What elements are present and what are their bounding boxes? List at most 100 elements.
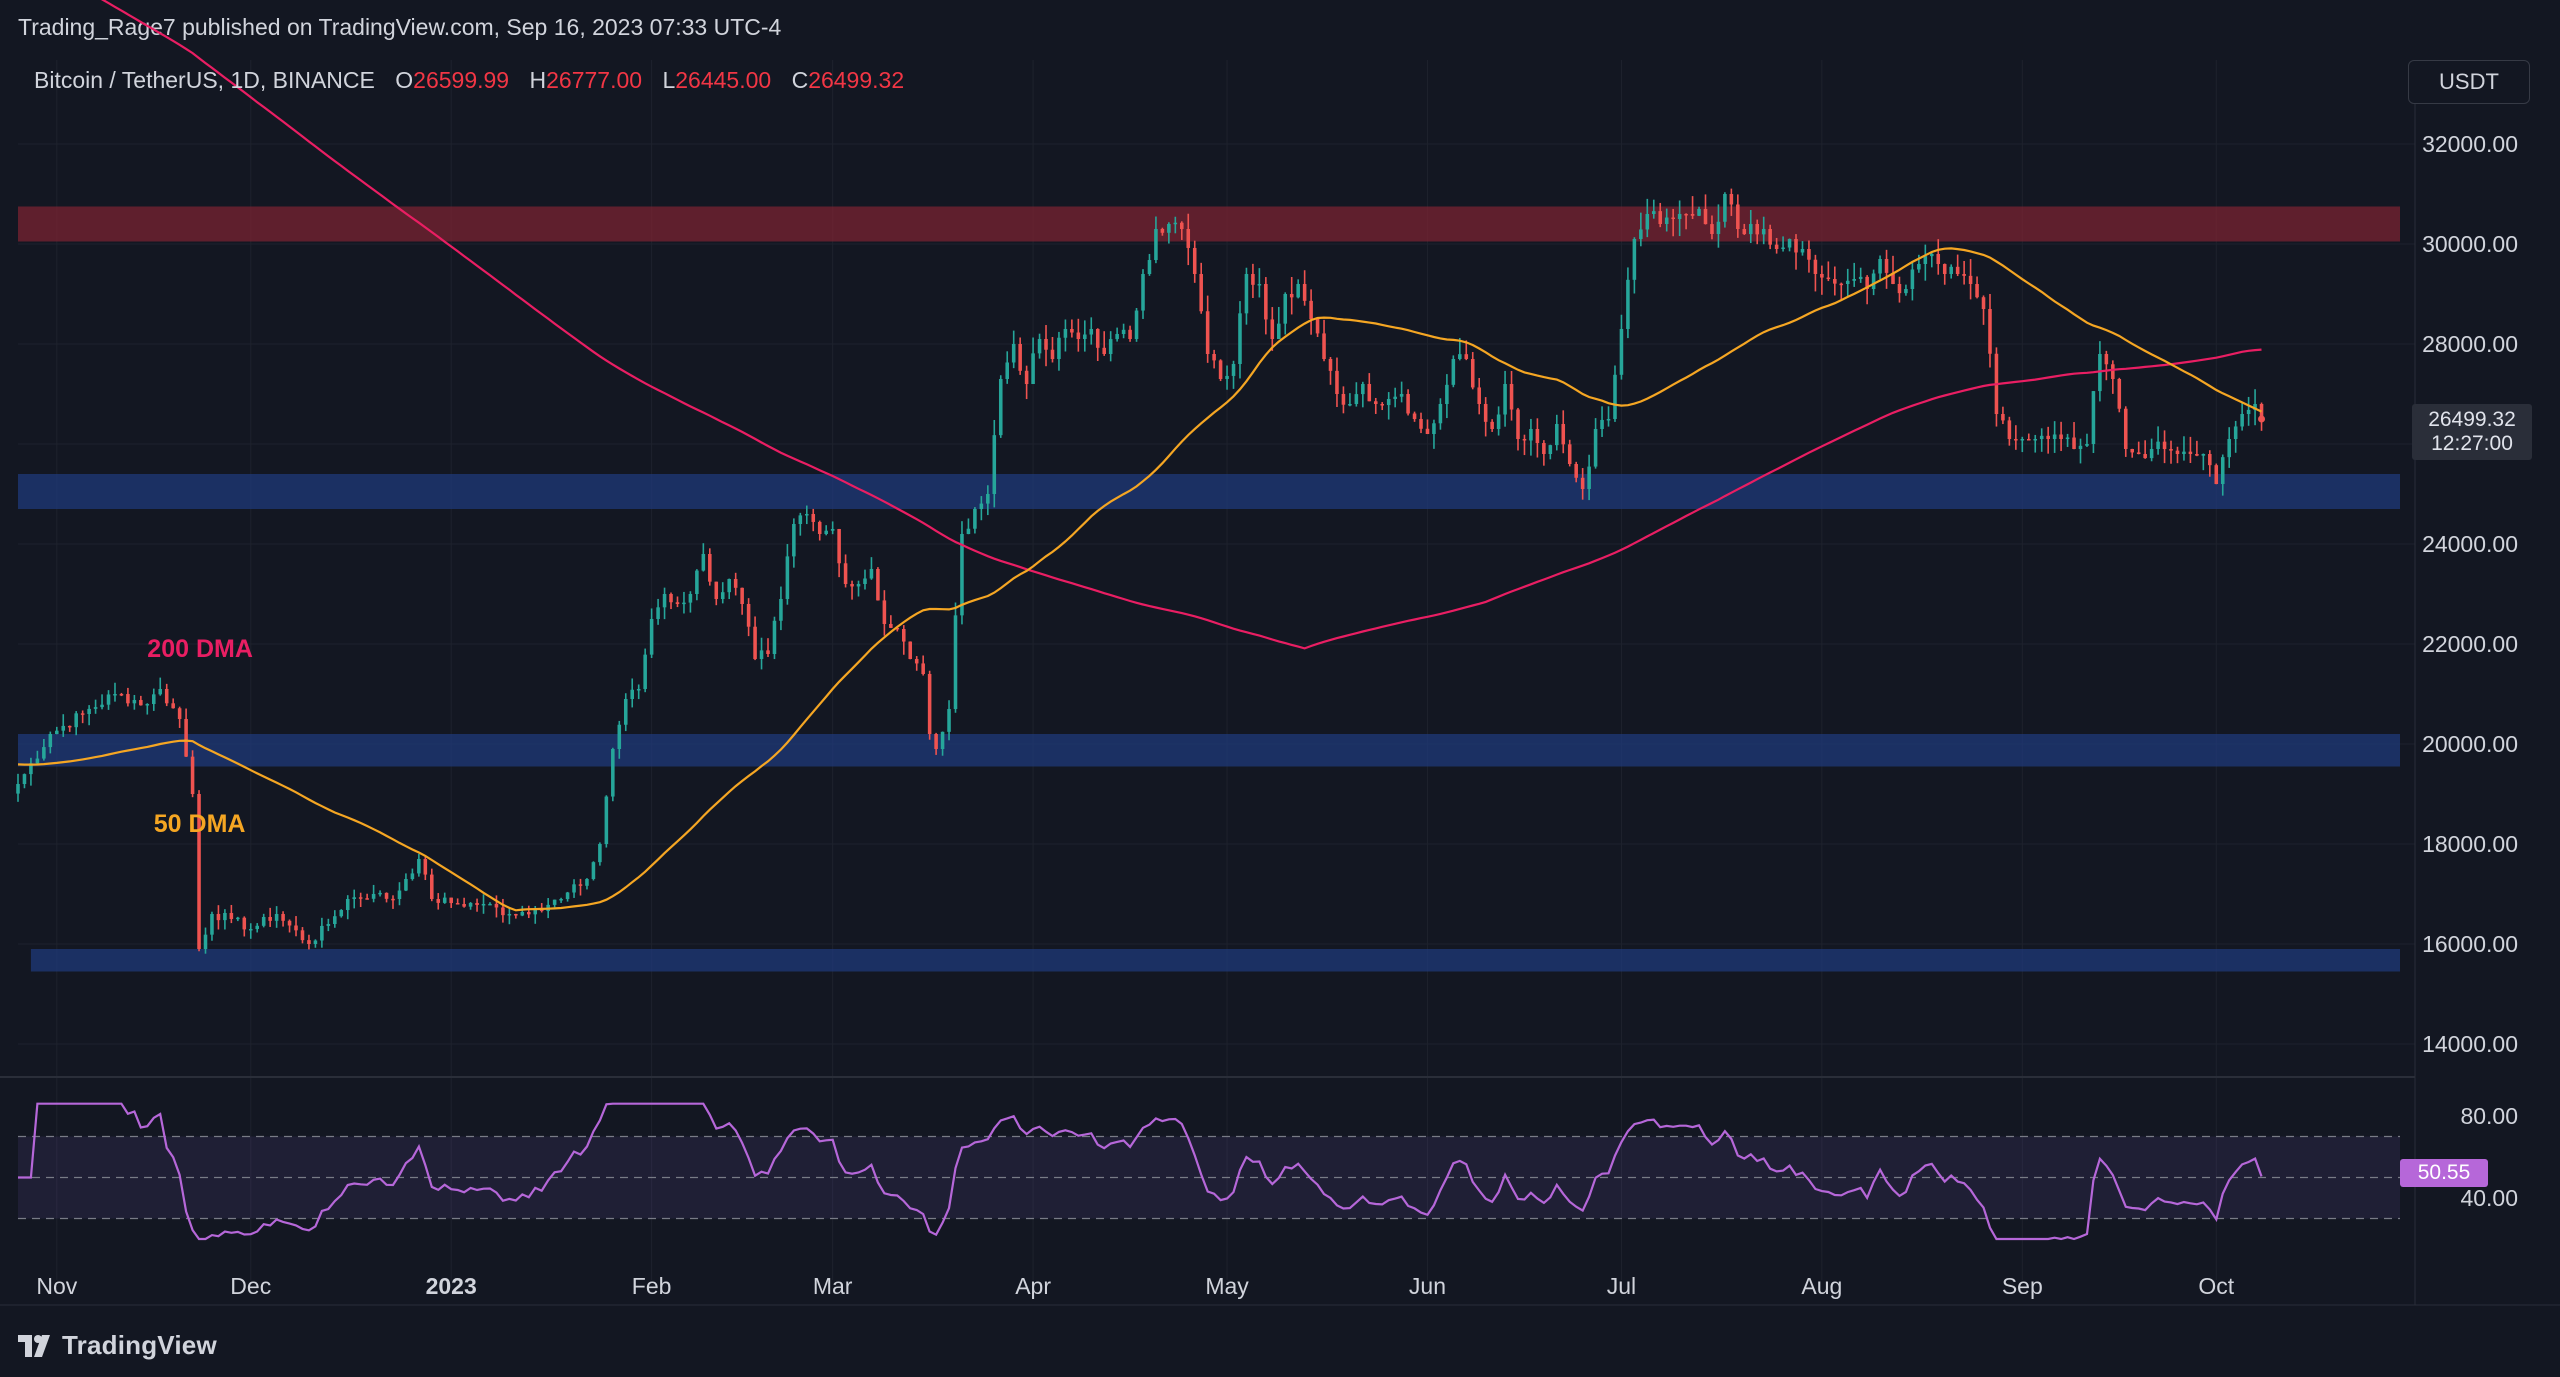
candle-body (210, 914, 214, 935)
candle-body (2111, 364, 2115, 379)
high-value: 26777.00 (546, 67, 643, 93)
candle-body (151, 694, 156, 704)
candle-body (1361, 384, 1365, 395)
candle-body (1141, 274, 1145, 311)
candle-body (1955, 266, 1960, 274)
candle-body (171, 703, 175, 709)
candle-body (649, 619, 654, 655)
last-price-value: 26499.32 (2428, 408, 2516, 431)
candle-body (1755, 224, 1760, 235)
candle-body (824, 530, 828, 534)
candle-body (164, 689, 169, 704)
candle-body (1936, 254, 1941, 265)
candle-body (1522, 439, 1527, 441)
candle-body (1322, 333, 1326, 359)
brand-name: TradingView (62, 1330, 217, 1360)
candle-body (1276, 323, 1281, 339)
y-tick-label: 24000.00 (2422, 531, 2518, 557)
candle-body (1076, 332, 1081, 339)
candle-body (1658, 211, 1663, 224)
candle-body (526, 911, 531, 915)
candle-body (578, 884, 583, 886)
candle-body (378, 892, 382, 895)
rsi-value-tag: 50.55 (2400, 1159, 2488, 1187)
candle-body (792, 524, 796, 557)
candle-body (1503, 384, 1507, 415)
tradingview-logo[interactable]: TradingView (18, 1330, 217, 1361)
candle-body (598, 844, 602, 863)
candle-body (1600, 419, 1604, 429)
candle-body (1768, 229, 1772, 245)
candle-body (1192, 247, 1197, 274)
candle-body (1367, 384, 1372, 402)
candle-body (1742, 229, 1747, 235)
candle-body (1231, 364, 1236, 376)
candle-body (934, 734, 938, 749)
candle-body (2246, 409, 2251, 414)
candle-body (992, 435, 997, 494)
candle-body (2201, 454, 2206, 456)
candle-body (1412, 413, 1417, 419)
candle-body (203, 934, 208, 949)
candle-body (1024, 370, 1029, 384)
candle-body (623, 699, 628, 725)
candle-body (565, 892, 570, 899)
x-tick-label: Aug (1801, 1273, 1842, 1299)
candle-body (2020, 439, 2025, 441)
candle-body (1289, 294, 1294, 298)
candle-body (1354, 394, 1359, 404)
candle-body (29, 763, 33, 775)
candle-body (727, 579, 731, 593)
x-tick-label: Dec (230, 1273, 271, 1299)
candle-body (417, 859, 421, 874)
currency-button[interactable]: USDT (2408, 60, 2530, 104)
candle-body (481, 904, 486, 906)
candle-body (1315, 319, 1320, 334)
candle-body (333, 916, 337, 924)
candle-body (2098, 354, 2102, 392)
candle-body (2078, 445, 2083, 449)
candle-body (145, 704, 150, 706)
candle-body (274, 914, 279, 921)
candle-body (1968, 275, 1973, 284)
candle-body (1736, 204, 1740, 229)
candle-body (1858, 276, 1863, 279)
candle-body (1619, 329, 1624, 375)
candle-body (2233, 426, 2238, 439)
candle-body (2059, 434, 2063, 439)
candle-body (1309, 300, 1313, 319)
candle-body (1690, 214, 1695, 216)
candle-body (1296, 284, 1300, 298)
candle-body (22, 774, 27, 784)
x-tick-label: 2023 (426, 1273, 477, 1299)
candle-body (132, 700, 137, 704)
candle-body (708, 554, 712, 582)
candle-body (1904, 289, 1908, 294)
candle-body (746, 604, 751, 627)
candle-body (501, 907, 505, 916)
candle-body (572, 884, 576, 893)
candle-body (960, 534, 964, 616)
candle-body (1626, 279, 1630, 329)
tradingview-logo-icon (18, 1334, 50, 1357)
candle-body (1328, 359, 1333, 371)
zone-resistance (18, 206, 2400, 242)
candle-body (2162, 441, 2167, 449)
candle-body (2026, 439, 2031, 441)
candle-body (733, 579, 738, 588)
candle-body (488, 903, 492, 906)
rsi-line (18, 1102, 2263, 1241)
candle-body (520, 911, 525, 916)
y-tick-label: 28000.00 (2422, 331, 2518, 357)
candle-body (973, 509, 977, 529)
candle-body (759, 650, 764, 659)
candle-body (371, 894, 376, 899)
candle-body (785, 556, 790, 599)
candle-body (1794, 239, 1798, 253)
candle-body (1942, 264, 1947, 274)
candle-body (1975, 284, 1979, 298)
candle-body (662, 594, 667, 608)
candle-body (2136, 452, 2141, 454)
symbol-name: Bitcoin / TetherUS, 1D, BINANCE (34, 67, 375, 93)
